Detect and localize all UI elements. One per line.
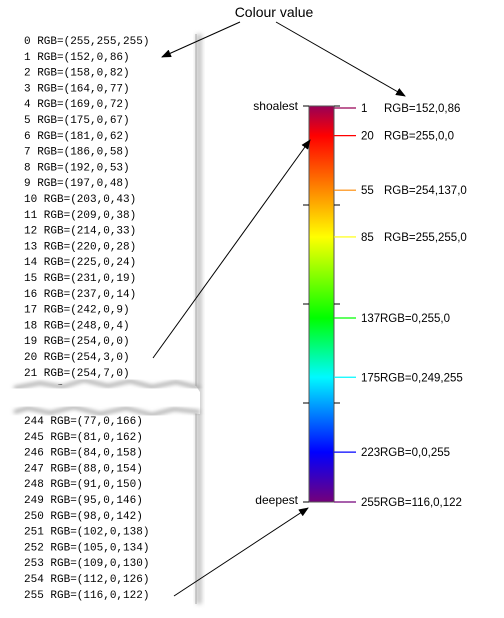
value-list-item: 7 RGB=(186,0,58)	[24, 147, 130, 159]
callout-index: 85	[361, 232, 374, 244]
value-list-item: 13 RGB=(220,0,28)	[24, 241, 136, 253]
value-list-item: 16 RGB=(237,0,14)	[24, 289, 136, 301]
callout-20: 20 RGB=255,0,0	[334, 131, 454, 143]
value-list-item: 252 RGB=(105,0,134)	[24, 542, 149, 554]
torn-edge-bottom-shadow	[13, 405, 201, 417]
callout-1: 1 RGB=152,0,86	[334, 103, 460, 115]
value-list-item: 19 RGB=(254,0,0)	[24, 336, 130, 348]
callout-index: 175	[361, 372, 380, 384]
value-list-item: 251 RGB=(102,0,138)	[24, 527, 149, 539]
callout-rgb: RGB=254,137,0	[384, 185, 467, 197]
value-list-item: 248 RGB=(91,0,150)	[24, 479, 143, 491]
arrow-index255-to-bar	[173, 507, 309, 597]
value-list-item: 15 RGB=(231,0,19)	[24, 273, 136, 285]
callout-137: 137 RGB=0,255,0	[334, 313, 450, 325]
arrows	[152, 21, 406, 597]
label-shoalest: shoalest	[253, 99, 298, 113]
colour-bar	[308, 105, 335, 503]
colour-bar-group: shoalest deepest 1 RGB=152,0,86 20 RGB=255,…	[253, 99, 467, 509]
diagram-title: Colour value	[235, 4, 314, 20]
value-list-item: 8 RGB=(192,0,53)	[24, 162, 130, 174]
callout-index: 223	[361, 447, 380, 459]
arrow-title-to-callout	[275, 21, 406, 97]
value-list-item: 17 RGB=(242,0,9)	[24, 305, 130, 317]
value-list-item: 4 RGB=(169,0,72)	[24, 99, 130, 111]
callout-rgb: RGB=152,0,86	[384, 103, 460, 115]
value-list-item: 6 RGB=(181,0,62)	[24, 131, 130, 143]
value-list-item: 249 RGB=(95,0,146)	[24, 495, 143, 507]
value-list-item: 18 RGB=(248,0,4)	[24, 320, 130, 332]
arrow-index20-to-bar	[152, 139, 311, 359]
callout-rgb: RGB=116,0,122	[380, 497, 462, 509]
value-list-item: 10 RGB=(203,0,43)	[24, 194, 136, 206]
callout-index: 1	[361, 103, 367, 115]
callout-index: 55	[361, 185, 374, 197]
value-list-item: 0 RGB=(255,255,255)	[24, 36, 149, 48]
callout-55: 55 RGB=254,137,0	[334, 185, 467, 197]
value-list-item: 9 RGB=(197,0,48)	[24, 178, 130, 190]
value-list-item: 21 RGB=(254,7,0)	[24, 368, 130, 380]
value-list-item: 255 RGB=(116,0,122)	[24, 590, 149, 602]
value-list-item: 5 RGB=(175,0,67)	[24, 115, 130, 127]
colour-callouts: 1 RGB=152,0,86 20 RGB=255,0,0 55 RGB=254,137,…	[334, 103, 467, 509]
callout-rgb: RGB=255,0,0	[384, 131, 454, 143]
callout-rgb: RGB=255,255,0	[384, 232, 467, 244]
value-list-item: 246 RGB=(84,0,158)	[24, 448, 143, 460]
value-list-item: 20 RGB=(254,3,0)	[24, 352, 130, 364]
callout-rgb: RGB=0,249,255	[380, 372, 463, 384]
label-deepest: deepest	[255, 493, 298, 507]
value-list-item: 254 RGB=(112,0,126)	[24, 574, 149, 586]
value-list-item: 244 RGB=(77,0,166)	[24, 416, 143, 428]
value-list-item: 253 RGB=(109,0,130)	[24, 558, 149, 570]
callout-index: 20	[361, 131, 374, 143]
value-list-item: 245 RGB=(81,0,162)	[24, 432, 143, 444]
value-list-item: 2 RGB=(158,0,82)	[24, 68, 130, 80]
callout-85: 85 RGB=255,255,0	[334, 232, 467, 244]
list-panel: 0 RGB=(255,255,255) 1 RGB=(152,0,86) 2 RGB…	[13, 34, 202, 604]
callout-223: 223 RGB=0,0,255	[334, 447, 450, 459]
callout-255: 255 RGB=116,0,122	[334, 497, 462, 509]
callout-index: 137	[361, 313, 380, 325]
list-divider-shadow	[196, 34, 202, 604]
value-list-item: 3 RGB=(164,0,77)	[24, 83, 130, 95]
value-list-bottom: 244 RGB=(77,0,166) 245 RGB=(81,0,162) 246 …	[24, 416, 149, 602]
colour-bar-ticks	[303, 105, 340, 503]
value-list-item: 250 RGB=(98,0,142)	[24, 511, 143, 523]
value-list-item: 11 RGB=(209,0,38)	[24, 210, 136, 222]
value-list-item: 247 RGB=(88,0,154)	[24, 463, 143, 475]
value-list-item: 12 RGB=(214,0,33)	[24, 226, 136, 238]
torn-edge-top-shadow	[13, 378, 201, 390]
callout-index: 255	[361, 497, 380, 509]
callout-rgb: RGB=0,0,255	[380, 447, 450, 459]
arrow-title-to-list	[161, 21, 241, 58]
value-list-top: 0 RGB=(255,255,255) 1 RGB=(152,0,86) 2 RGB…	[24, 36, 149, 396]
callout-175: 175 RGB=0,249,255	[334, 372, 463, 384]
value-list-item: 1 RGB=(152,0,86)	[24, 52, 130, 64]
callout-rgb: RGB=0,255,0	[380, 313, 450, 325]
value-list-item: 14 RGB=(225,0,24)	[24, 257, 136, 269]
